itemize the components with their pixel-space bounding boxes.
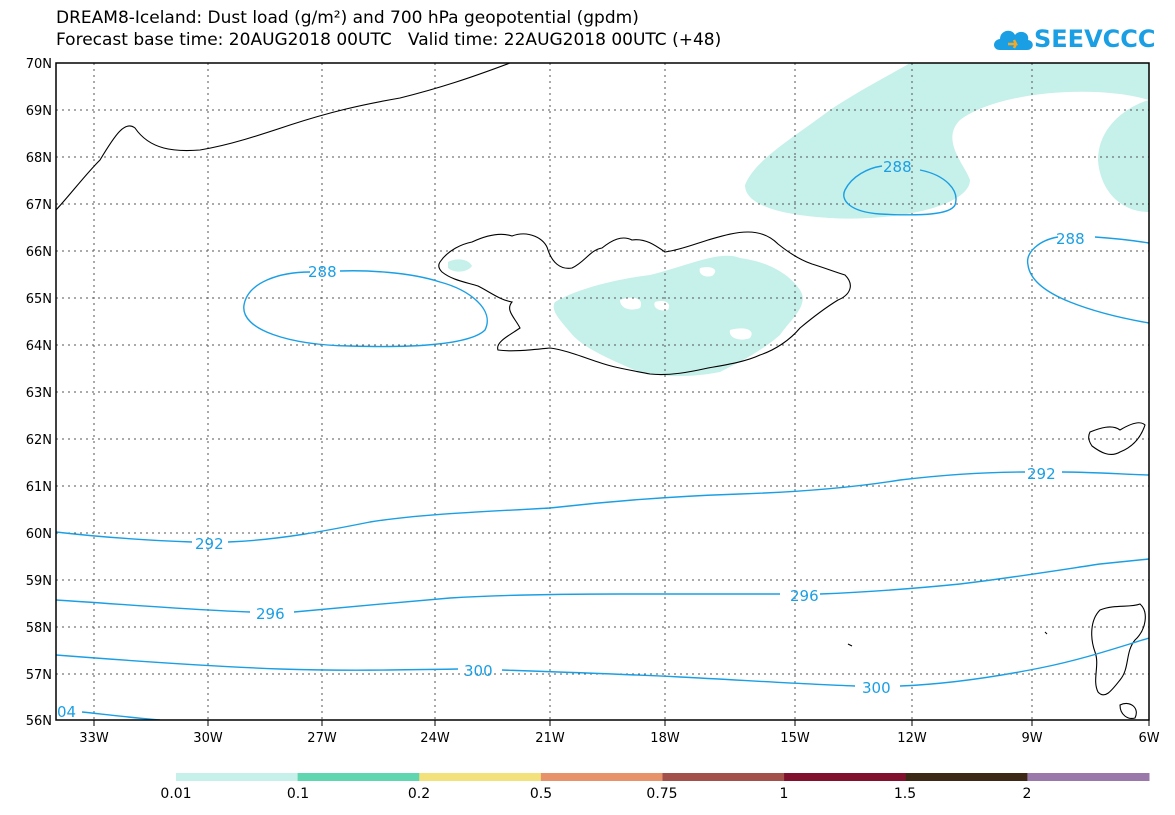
lat-label: 69N	[26, 104, 52, 119]
contour-labels: 288 288 288 292 292 296 296 300 300 04	[57, 158, 1085, 721]
axis-ticks	[93, 720, 1150, 726]
lon-label: 21W	[535, 731, 565, 746]
legend-label: 0.75	[646, 786, 677, 802]
lat-label: 59N	[26, 574, 52, 589]
legend-swatch	[784, 773, 907, 781]
lat-label: 70N	[26, 57, 52, 72]
legend-swatch	[297, 773, 420, 781]
legend-swatch	[419, 773, 542, 781]
lon-label: 24W	[420, 731, 450, 746]
legend-colorbar	[176, 773, 1150, 781]
legend-swatch	[540, 773, 663, 781]
longitude-labels: 33W 30W 27W 24W 21W 18W 15W 12W 9W 6W	[79, 731, 1159, 746]
lon-label: 6W	[1138, 731, 1159, 746]
map-frame	[55, 62, 1150, 721]
legend-label: 2	[1023, 786, 1032, 802]
legend-label: 0.01	[160, 786, 191, 802]
contour-label: 300	[464, 662, 493, 680]
lon-label: 15W	[780, 731, 810, 746]
contour-label: 296	[790, 587, 819, 605]
lat-label: 64N	[26, 339, 52, 354]
legend-labels: 0.01 0.1 0.2 0.5 0.75 1 1.5 2	[160, 786, 1031, 802]
lat-label: 56N	[26, 714, 52, 729]
contour-label: 04	[57, 703, 76, 721]
contour-label: 296	[256, 605, 285, 623]
lon-label: 18W	[650, 731, 680, 746]
lon-label: 12W	[897, 731, 927, 746]
lat-label: 62N	[26, 433, 52, 448]
lat-label: 57N	[26, 668, 52, 683]
legend-label: 1	[780, 786, 789, 802]
lat-label: 65N	[26, 292, 52, 307]
latitude-labels: 70N 69N 68N 67N 66N 65N 64N 63N 62N 61N …	[26, 57, 52, 729]
lat-label: 61N	[26, 480, 52, 495]
lon-label: 33W	[79, 731, 109, 746]
lat-label: 67N	[26, 198, 52, 213]
legend-label: 0.5	[530, 786, 552, 802]
legend-label: 1.5	[894, 786, 916, 802]
contour-label: 292	[1027, 465, 1056, 483]
contour-label: 288	[883, 158, 912, 176]
lat-label: 60N	[26, 527, 52, 542]
logo-text: SEEVCCC	[1034, 25, 1156, 53]
contour-label: 288	[1056, 230, 1085, 248]
legend-swatch	[662, 773, 785, 781]
lon-label: 27W	[307, 731, 337, 746]
lat-label: 68N	[26, 151, 52, 166]
lat-label: 63N	[26, 386, 52, 401]
contour-label: 288	[308, 263, 337, 281]
lat-label: 66N	[26, 245, 52, 260]
legend-label: 0.1	[287, 786, 309, 802]
contour-label: 300	[862, 679, 891, 697]
legend-label: 0.2	[408, 786, 430, 802]
cloud-icon	[994, 30, 1033, 50]
lat-label: 58N	[26, 621, 52, 636]
lon-label: 9W	[1021, 731, 1042, 746]
contour-label: 292	[195, 535, 224, 553]
title-line-2: Forecast base time: 20AUG2018 00UTC Vali…	[56, 30, 722, 50]
dust-load-shading	[448, 63, 1149, 377]
title-line-1: DREAM8-Iceland: Dust load (g/m²) and 700…	[56, 8, 639, 28]
legend-swatch	[905, 773, 1028, 781]
lon-label: 30W	[193, 731, 223, 746]
graticule	[56, 63, 1149, 720]
geopotential-contours	[56, 165, 1149, 720]
coastlines	[56, 63, 1146, 719]
legend-swatch	[176, 773, 299, 781]
legend-swatch	[1027, 773, 1150, 781]
